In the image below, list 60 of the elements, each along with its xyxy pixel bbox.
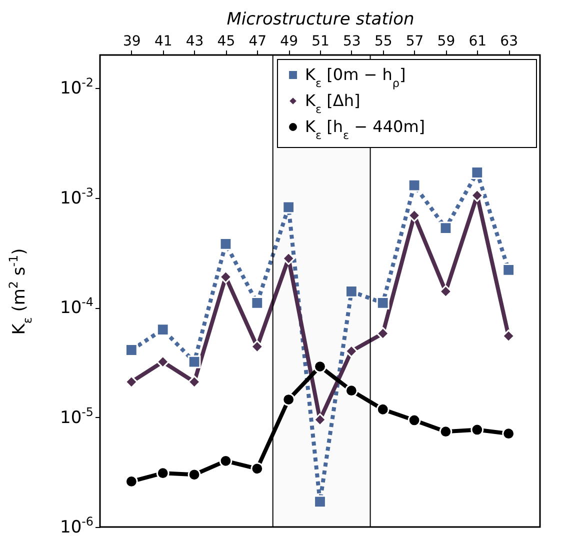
point [408,178,421,192]
point [408,209,421,222]
point [250,340,264,354]
point [156,323,170,336]
point [188,468,201,482]
x-tick-label: 47 [248,34,267,50]
point [188,355,201,368]
x-tick-label: 39 [123,34,141,50]
point [188,375,201,388]
point [124,344,138,356]
point [124,475,138,488]
point [344,384,358,398]
point [219,454,232,468]
y-tick-label: 10$^{-5}$ [60,404,94,428]
point [156,466,170,480]
point [314,360,326,373]
point [219,270,232,284]
x-tick-label: 41 [154,34,172,50]
x-tick-label: 59 [437,34,456,50]
point [376,327,390,340]
point [344,344,358,358]
x-tick-label: 53 [343,34,361,50]
point [376,296,390,310]
point [344,285,358,298]
point [439,425,452,438]
point [502,330,516,342]
y-tick-label: 10$^{-3}$ [60,185,94,208]
point [250,462,264,476]
point [470,189,484,202]
point [156,355,170,368]
point [314,413,326,426]
x-tick-label: 63 [500,34,518,50]
point [376,402,390,416]
point [470,166,484,179]
point [282,200,296,214]
x-tick-label: 43 [186,34,204,50]
x-axis-title: Microstructure station [226,10,414,30]
point [439,285,452,298]
point [219,237,232,250]
y-tick-label: 10$^{-2}$ [60,76,94,99]
x-tick-label: 61 [468,34,487,50]
point [314,495,326,508]
y-tick-label: 10$^{-4}$ [60,295,94,318]
legend-label: K$_{ε}$ [Δh] [305,91,360,116]
point [502,427,516,440]
point [502,263,516,276]
point [408,414,421,427]
y-tick-label: 10$^{-6}$ [60,514,94,538]
point [470,423,484,436]
x-tick-label: 45 [217,34,236,50]
x-tick-label: 49 [280,34,298,50]
x-tick-label: 55 [374,34,392,50]
point [250,296,264,310]
point [282,393,296,406]
point [439,222,452,234]
x-tick-label: 57 [406,34,424,50]
x-tick-label: 51 [312,34,330,50]
point [124,375,138,388]
legend-label: K$_{ε}$ [h$_{ε}$ − 440m] [305,117,426,142]
legend-label: K$_{ε}$ [0m − h$_{ρ}$] [305,65,406,90]
